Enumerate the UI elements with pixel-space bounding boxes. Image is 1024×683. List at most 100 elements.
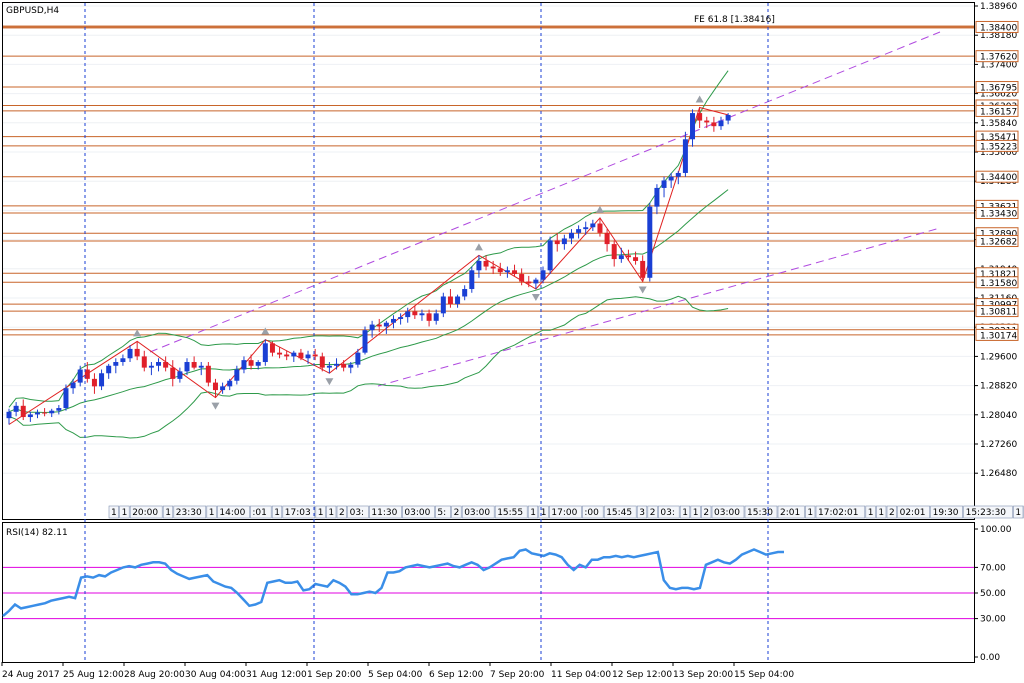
candle-body — [447, 296, 453, 304]
candle-body — [227, 380, 233, 387]
bollinger-middle — [8, 189, 729, 414]
session-box — [876, 505, 887, 519]
candle-body — [277, 352, 283, 355]
candle-body — [355, 352, 361, 365]
candle-body — [305, 354, 311, 359]
candle-body — [654, 187, 660, 207]
price-tick-label: 1.29600 — [980, 352, 1017, 362]
session-box — [435, 505, 451, 519]
level-label: 1.30174 — [980, 331, 1017, 341]
candle-body — [319, 356, 325, 368]
candle-body — [376, 324, 382, 327]
candle-body — [504, 270, 510, 273]
candle-body — [405, 311, 411, 318]
candle-body — [91, 378, 97, 387]
candle-body — [611, 244, 617, 260]
candle-body — [398, 317, 404, 319]
price-tick-label: 1.27260 — [980, 440, 1017, 450]
bollinger-lower — [8, 295, 729, 439]
level-label-box — [975, 207, 1019, 220]
session-box — [217, 505, 250, 519]
bollinger-upper — [8, 70, 729, 408]
session-label: 23:30 — [176, 508, 202, 518]
session-label: 03:00 — [714, 508, 740, 518]
level-label-box — [975, 20, 1019, 33]
candle-body — [690, 113, 696, 140]
session-label: 11:30 — [371, 508, 397, 518]
session-box — [527, 505, 539, 519]
level-label: 1.31821 — [980, 270, 1017, 280]
candle-body — [455, 296, 461, 304]
candle-body — [34, 412, 40, 415]
session-labels: 1 1 20:00 1 23:30 1 14:00:01 1 17:03 1 1 2 03: 11:30 0… — [108, 505, 1024, 519]
session-label: 03:00 — [404, 508, 430, 518]
session-label: 1 — [878, 508, 884, 518]
candle-body — [113, 362, 119, 366]
session-label: 1 — [1015, 508, 1021, 518]
candle-body — [141, 356, 147, 368]
candle-body — [13, 405, 19, 412]
candle-body — [198, 365, 204, 368]
candle-body — [220, 386, 226, 391]
rsi-indicator — [2, 548, 974, 620]
candle-body — [462, 289, 468, 297]
time-tick-label: 15 Sep 04:00 — [734, 670, 794, 680]
session-label: 15:55 — [497, 508, 523, 518]
session-label: 1 — [807, 508, 813, 518]
candle-body — [661, 180, 667, 188]
time-tick-label: 13 Sep 20:00 — [673, 670, 733, 680]
session-box — [461, 505, 495, 519]
level-label-box — [975, 50, 1019, 63]
rsi-tick-label: 100.00 — [980, 525, 1012, 535]
session-box — [538, 505, 549, 519]
session-box — [701, 505, 712, 519]
candle-body — [633, 257, 639, 261]
candle-body — [668, 176, 674, 181]
fe-label: FE 61.8 [1.38416] — [694, 15, 775, 25]
candle-body — [70, 382, 76, 389]
candle-body — [675, 172, 681, 177]
session-box — [711, 505, 745, 519]
session-label: 2 — [703, 508, 709, 518]
session-box — [647, 505, 658, 519]
session-label: 1 — [868, 508, 874, 518]
fractal-arrow — [261, 327, 270, 335]
session-box — [636, 505, 648, 519]
candle-body — [341, 363, 347, 368]
time-tick-label: 30 Aug 04:00 — [185, 670, 246, 680]
level-label: 1.38400 — [980, 23, 1017, 33]
session-label: 5: — [437, 508, 446, 518]
session-box — [250, 505, 272, 519]
candle-body — [298, 352, 304, 359]
candle-body — [184, 362, 190, 372]
level-label: 1.33430 — [980, 210, 1017, 220]
rsi-line — [2, 548, 784, 617]
candle-body — [334, 363, 340, 366]
price-tick-label: 1.26480 — [980, 469, 1017, 479]
candle-body — [440, 296, 446, 314]
session-label: 1 — [111, 508, 117, 518]
session-box — [326, 505, 337, 519]
symbol-label: GBPUSD,H4 — [6, 6, 59, 16]
candle-body — [262, 343, 268, 363]
session-box — [129, 505, 163, 519]
candle-body — [533, 279, 539, 284]
day-separators — [84, 3, 769, 662]
time-tick-label: 7 Sep 20:00 — [490, 670, 545, 680]
rsi-axis: 100.00 70.00 50.00 30.00 0.00 — [974, 525, 1012, 663]
time-tick-label: 28 Aug 20:00 — [124, 670, 185, 680]
fractal-arrow — [474, 243, 483, 251]
zigzag — [8, 106, 729, 425]
session-label: 1 — [328, 508, 334, 518]
candle-body — [312, 354, 318, 357]
time-tick-label: 12 Sep 12:00 — [612, 670, 672, 680]
candle-body — [711, 122, 717, 127]
session-box — [206, 505, 217, 519]
session-box — [162, 505, 174, 519]
fractal-arrow — [325, 378, 334, 386]
candle-body — [718, 120, 724, 127]
level-label-box — [975, 328, 1019, 341]
session-box — [886, 505, 897, 519]
candle-body — [205, 365, 211, 383]
horizontal-levels — [3, 25, 974, 336]
